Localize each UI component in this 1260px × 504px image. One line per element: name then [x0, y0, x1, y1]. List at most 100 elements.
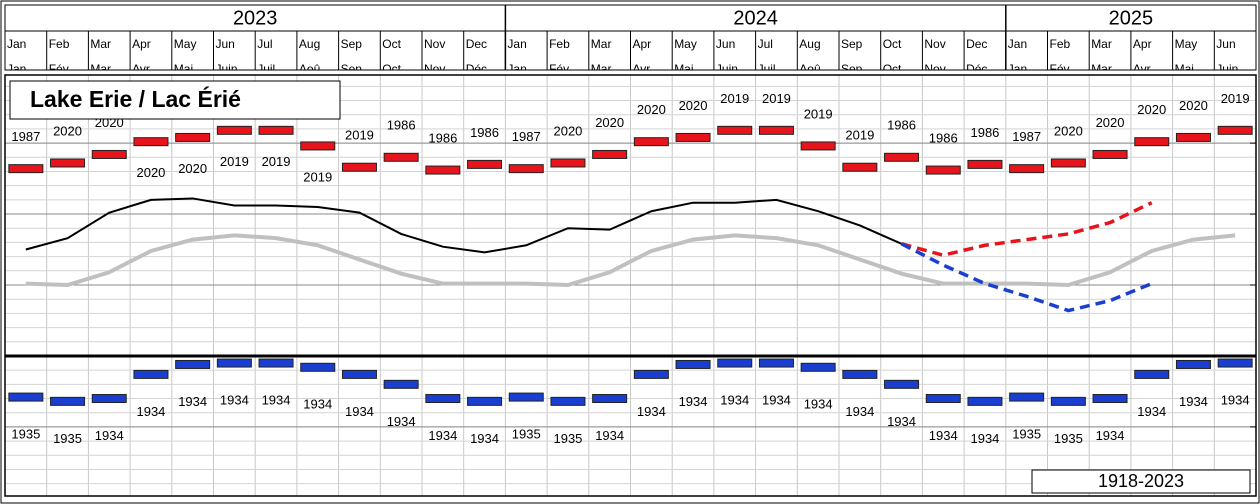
record-bar — [341, 162, 377, 172]
month-label: Jul — [257, 37, 272, 51]
record-year: 1934 — [1096, 428, 1125, 443]
month-label: Nov — [924, 37, 945, 51]
record-bar — [884, 379, 920, 389]
record-year: 1986 — [887, 118, 916, 133]
series-line — [901, 201, 1153, 258]
month-label: Sep — [341, 37, 363, 51]
record-year: 2020 — [53, 123, 82, 138]
month-label: Aug — [799, 37, 820, 51]
month-label-fr: Mar — [591, 62, 612, 76]
month-label: Oct — [883, 37, 902, 51]
month-label: May — [674, 37, 697, 51]
record-bar — [842, 369, 878, 379]
month-label-fr: Aoû — [299, 62, 320, 76]
record-year: 1986 — [387, 118, 416, 133]
month-label: Jul — [758, 37, 773, 51]
record-bar — [1009, 392, 1045, 402]
month-label: Jan — [507, 37, 526, 51]
month-label-fr: Mar — [90, 62, 111, 76]
month-label: Mar — [1091, 37, 1112, 51]
record-year: 2019 — [262, 154, 291, 169]
title-box — [9, 80, 341, 120]
month-label: Feb — [1050, 37, 1071, 51]
month-label: Aug — [299, 37, 320, 51]
month-label: Oct — [382, 37, 401, 51]
record-bar — [758, 125, 794, 135]
series-line — [25, 233, 1236, 288]
record-bar — [1050, 158, 1086, 168]
record-year: 2019 — [345, 128, 374, 143]
record-year: 2019 — [303, 169, 332, 184]
month-label-fr: Juin — [716, 62, 738, 76]
record-year: 1934 — [595, 428, 624, 443]
record-bar — [675, 132, 711, 142]
month-label-fr: Juil — [758, 62, 776, 76]
year-label: 2025 — [1109, 7, 1154, 29]
record-year: 1934 — [929, 428, 958, 443]
month-label-fr: Sep — [841, 62, 863, 76]
month-label-fr: Juil — [257, 62, 275, 76]
record-bar — [8, 164, 44, 174]
record-year: 1987 — [11, 129, 40, 144]
record-bar — [1175, 132, 1211, 142]
record-bar — [258, 125, 294, 135]
month-label-fr: Mai — [674, 62, 693, 76]
record-bar — [300, 362, 336, 372]
record-year: 1934 — [845, 404, 874, 419]
record-year: 2019 — [1221, 91, 1250, 106]
record-year: 1986 — [929, 131, 958, 146]
record-year: 1934 — [679, 394, 708, 409]
month-label-fr: Aoû — [799, 62, 820, 76]
record-bar — [633, 369, 669, 379]
record-year: 2020 — [1054, 123, 1083, 138]
record-bar — [550, 396, 586, 406]
series-line — [900, 242, 1153, 313]
record-year: 2020 — [637, 102, 666, 117]
record-year: 1935 — [53, 431, 82, 446]
month-label-fr: Jan — [7, 62, 26, 76]
record-bar — [842, 162, 878, 172]
record-bar — [967, 396, 1003, 406]
marks: 1987 2020 2020 2020 2020 2019 2019 2019 2019 1986… — [8, 91, 1253, 446]
record-bar — [884, 152, 920, 162]
record-year: 1935 — [11, 427, 40, 442]
record-bar — [425, 165, 461, 175]
record-year: 1934 — [428, 428, 457, 443]
record-bar — [216, 358, 252, 368]
record-bar — [508, 164, 544, 174]
record-year: 2020 — [595, 115, 624, 130]
record-bar — [800, 141, 836, 151]
year-label: 2024 — [733, 7, 778, 29]
record-year: 1987 — [512, 129, 541, 144]
record-bar — [1175, 359, 1211, 369]
record-bar — [50, 396, 86, 406]
month-label: Apr — [132, 37, 151, 51]
record-bar — [133, 369, 169, 379]
record-bar — [1217, 125, 1253, 135]
record-year: 2019 — [720, 91, 749, 106]
record-year: 1934 — [762, 392, 791, 407]
record-year: 1935 — [1012, 427, 1041, 442]
record-year: 2020 — [679, 98, 708, 113]
record-bar — [967, 159, 1003, 169]
record-bar — [91, 394, 127, 404]
plot-frame — [4, 74, 1257, 497]
record-bar — [675, 359, 711, 369]
record-bar — [1050, 396, 1086, 406]
month-label-fr: Fév — [1050, 62, 1070, 76]
record-year: 2020 — [1137, 102, 1166, 117]
record-year: 1934 — [303, 397, 332, 412]
month-label-fr: Déc — [466, 62, 487, 76]
record-year: 2020 — [553, 123, 582, 138]
month-label: Feb — [49, 37, 70, 51]
month-label-fr: Juin — [216, 62, 238, 76]
record-year: 2020 — [1096, 115, 1125, 130]
month-label: Jun — [1216, 37, 1235, 51]
record-bar — [1092, 394, 1128, 404]
month-label-fr: Jan — [507, 62, 526, 76]
record-year: 1935 — [553, 431, 582, 446]
record-bar — [383, 379, 419, 389]
record-year: 1934 — [720, 392, 749, 407]
record-bar — [50, 158, 86, 168]
record-bar — [467, 159, 503, 169]
